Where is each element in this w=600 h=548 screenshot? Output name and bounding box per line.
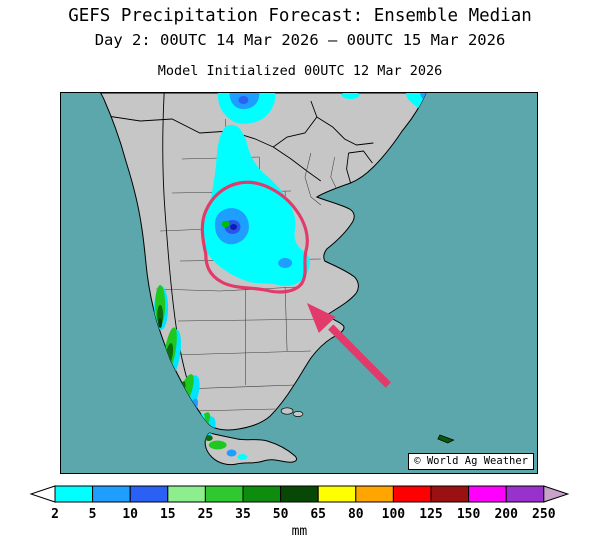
colorbar-segment — [468, 485, 507, 503]
colorbar-tick-label: 2 — [51, 507, 59, 522]
colorbar-tick-label: 10 — [122, 507, 138, 522]
precip-central-cyan — [201, 124, 310, 286]
colorbar-segment — [129, 485, 169, 503]
colorbar-segment — [204, 485, 244, 503]
colorbar-segment — [430, 485, 470, 503]
colorbar-overflow-arrow — [543, 485, 570, 503]
colorbar-segment — [92, 485, 131, 503]
colorbar-segment — [167, 485, 206, 503]
map-canvas — [61, 93, 537, 473]
precip-central-green-spot — [221, 220, 230, 228]
colorbar-tick-label: 125 — [419, 507, 442, 522]
colorbar-segment — [280, 485, 319, 503]
precip-north-core — [238, 96, 249, 104]
colorbar-segment — [317, 485, 357, 503]
colorbar-unit-label: mm — [292, 524, 308, 539]
colorbar-tick-label: 80 — [348, 507, 364, 522]
south-georgia-island — [437, 434, 455, 444]
colorbar-tick-label: 5 — [89, 507, 97, 522]
annotation-arrow-shaft — [328, 324, 391, 388]
forecast-period-subtitle: Day 2: 00UTC 14 Mar 2026 — 00UTC 15 Mar … — [94, 31, 506, 49]
forecast-map: © World Ag Weather — [60, 92, 538, 474]
colorbar-tick-label: 35 — [235, 507, 251, 522]
watermark: © World Ag Weather — [408, 453, 534, 470]
falkland-island-east — [292, 411, 304, 417]
colorbar-segment — [355, 485, 394, 503]
colorbar-tick-label: 200 — [494, 507, 518, 522]
colorbar-tick-label: 100 — [382, 507, 406, 522]
colorbar-segment — [54, 485, 94, 503]
falkland-island-west — [280, 407, 294, 415]
highlight-contour — [200, 180, 309, 294]
precip-top-speck — [341, 93, 360, 99]
colorbar-tick-label: 150 — [457, 507, 481, 522]
colorbar-tick-label: 25 — [198, 507, 214, 522]
colorbar-tick-label: 65 — [310, 507, 326, 522]
colorbar-tick-label: 50 — [273, 507, 289, 522]
precip-central-navy-core — [230, 224, 238, 230]
annotation-arrow-head — [306, 303, 336, 333]
colorbar-tick-label: 250 — [532, 507, 556, 522]
page-title: GEFS Precipitation Forecast: Ensemble Me… — [68, 6, 532, 26]
islands — [280, 407, 455, 444]
precip-colorbar: 2 5 10 15 25 35 50 65 80 100 125 150 200 250 mm — [28, 485, 572, 543]
colorbar-segment — [242, 485, 282, 503]
colorbar-tick-label: 15 — [160, 507, 176, 522]
precip-southeast-blue-spot — [278, 258, 293, 268]
model-init-line: Model Initialized 00UTC 12 Mar 2026 — [157, 63, 443, 79]
colorbar-segment — [392, 485, 432, 503]
colorbar-underflow-arrow — [29, 485, 56, 503]
colorbar-segment — [505, 485, 545, 503]
